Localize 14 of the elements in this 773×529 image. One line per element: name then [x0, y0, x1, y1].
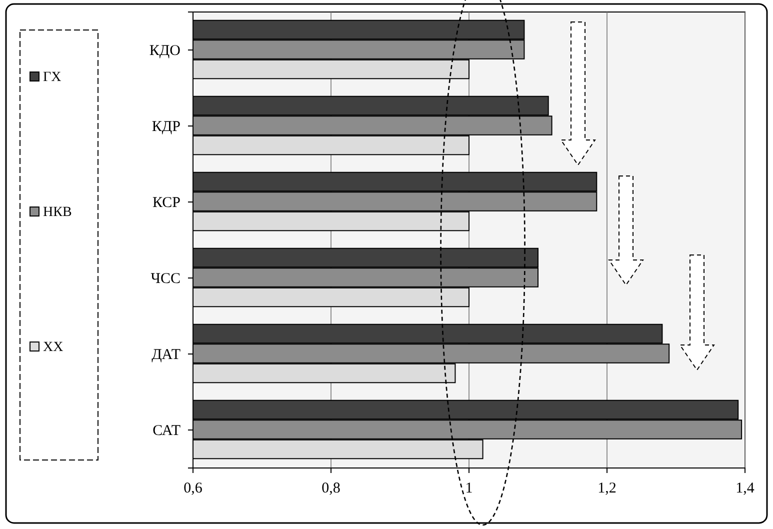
- legend-label: ГХ: [43, 70, 62, 85]
- y-tick-label: САТ: [152, 422, 180, 439]
- y-tick-label: КДО: [149, 42, 181, 59]
- x-tick-label: 1,2: [598, 480, 616, 496]
- y-tick-label: КДР: [152, 118, 180, 135]
- legend-label: НКВ: [43, 205, 72, 220]
- x-tick-label: 0,8: [322, 480, 340, 496]
- y-tick-label: КСР: [152, 194, 180, 211]
- x-tick-label: 1: [465, 480, 473, 496]
- y-tick-label: ЧСС: [150, 270, 180, 287]
- legend-label: ХХ: [43, 340, 64, 355]
- x-tick-label: 0,6: [184, 480, 203, 496]
- x-tick-label: 1,4: [736, 480, 755, 496]
- y-tick-label: ДАТ: [152, 346, 180, 363]
